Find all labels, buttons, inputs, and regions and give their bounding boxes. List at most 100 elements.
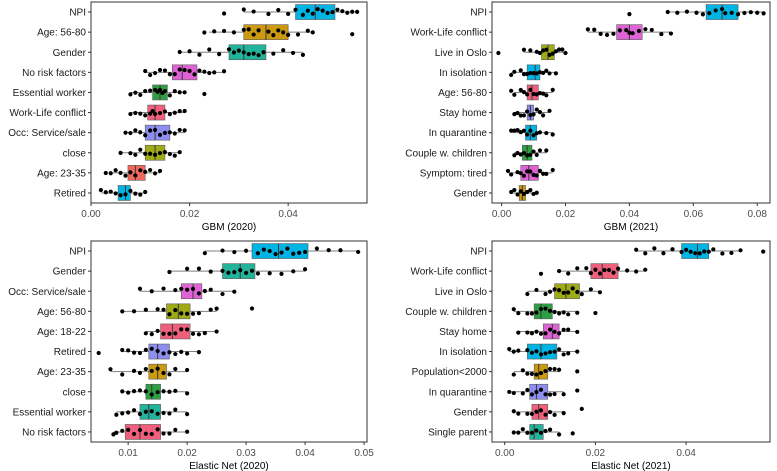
data-point: [525, 132, 530, 137]
data-point: [196, 291, 202, 296]
data-point: [748, 10, 753, 15]
data-point: [182, 108, 187, 114]
data-point: [246, 52, 251, 57]
data-point: [531, 71, 536, 76]
data-point: [167, 112, 172, 117]
data-point: [537, 168, 543, 173]
data-point: [534, 49, 539, 54]
y-tick-label: No risk factors: [22, 427, 86, 438]
data-point: [525, 371, 530, 376]
data-point: [149, 332, 154, 337]
data-point: [529, 350, 535, 355]
data-point: [521, 173, 527, 178]
data-point: [182, 67, 187, 73]
data-point: [552, 366, 557, 372]
y-tick-label: Population<2000: [412, 367, 488, 378]
data-point: [133, 152, 138, 157]
data-point: [553, 71, 559, 76]
data-point: [138, 147, 143, 152]
data-point: [123, 192, 128, 197]
panel-border: [90, 1, 368, 204]
data-point: [133, 110, 138, 116]
data-point: [231, 50, 237, 55]
data-point: [575, 388, 580, 393]
data-point: [152, 152, 158, 157]
data-point: [120, 389, 125, 394]
data-point: [185, 411, 190, 417]
x-tick-label: 0.04: [278, 209, 298, 220]
data-point: [515, 192, 520, 197]
data-point: [528, 152, 533, 157]
data-point: [161, 351, 166, 356]
data-point: [525, 291, 530, 297]
data-point: [538, 430, 544, 435]
data-point: [251, 51, 256, 56]
data-point: [557, 331, 562, 336]
data-point: [126, 410, 131, 415]
data-point: [167, 331, 172, 336]
panel-1: 0.00 0.02 0.04 GBM (2020) NPI Age: 56-80 Gende…: [8, 1, 368, 233]
data-point: [208, 307, 213, 312]
y-tick-label: Occ: Service/sale: [8, 287, 86, 298]
data-point: [694, 10, 699, 15]
data-point: [521, 47, 527, 52]
y-tick-label: Essential worker: [13, 88, 87, 99]
data-point: [538, 331, 544, 336]
data-point: [355, 9, 360, 14]
data-point: [221, 69, 227, 74]
panel-3: 0.01 0.02 0.03 0.04 0.05 Elastic Net (2020) NP…: [8, 240, 374, 471]
data-point: [547, 52, 552, 58]
box: [180, 283, 203, 300]
data-point: [557, 432, 562, 437]
data-point: [286, 11, 291, 17]
y-tick-label: In quarantine: [429, 387, 488, 398]
data-point: [541, 48, 546, 53]
box: [529, 383, 549, 400]
data-point: [143, 189, 148, 195]
data-point: [138, 130, 143, 135]
data-point: [534, 409, 539, 414]
x-axis-title: Elastic Net (2020): [189, 461, 268, 471]
data-point: [649, 27, 654, 33]
data-point: [315, 6, 320, 12]
data-point: [509, 88, 514, 93]
data-point: [543, 351, 548, 356]
data-point: [325, 10, 330, 16]
data-point: [537, 148, 543, 153]
series-close: close: [63, 383, 190, 400]
data-point: [356, 249, 361, 255]
data-point: [187, 68, 192, 74]
data-point: [592, 27, 597, 32]
data-point: [108, 367, 113, 372]
data-point: [544, 47, 549, 52]
data-point: [512, 153, 517, 158]
series-npi: NPI: [69, 4, 360, 20]
x-tick-label: 0.02: [556, 209, 576, 220]
data-point: [525, 153, 530, 158]
data-point: [167, 312, 172, 317]
data-point: [518, 129, 523, 135]
data-point: [157, 132, 163, 137]
data-point: [196, 350, 202, 355]
data-point: [531, 172, 536, 177]
data-point: [518, 87, 523, 93]
data-point: [138, 192, 143, 197]
data-point: [512, 187, 517, 193]
data-point: [557, 311, 562, 316]
data-point: [114, 430, 119, 435]
y-tick-label: NPI: [470, 8, 487, 19]
y-tick-label: In isolation: [439, 347, 487, 358]
x-axis-title: GBM (2020): [202, 222, 256, 233]
data-point: [256, 28, 261, 33]
data-point: [202, 251, 207, 256]
data-point: [507, 389, 512, 395]
data-point: [103, 190, 108, 195]
data-point: [177, 90, 182, 95]
data-point: [149, 368, 154, 374]
data-point: [251, 32, 256, 37]
data-point: [534, 92, 539, 97]
data-point: [566, 351, 571, 356]
data-point: [208, 269, 213, 274]
data-point: [120, 411, 125, 416]
